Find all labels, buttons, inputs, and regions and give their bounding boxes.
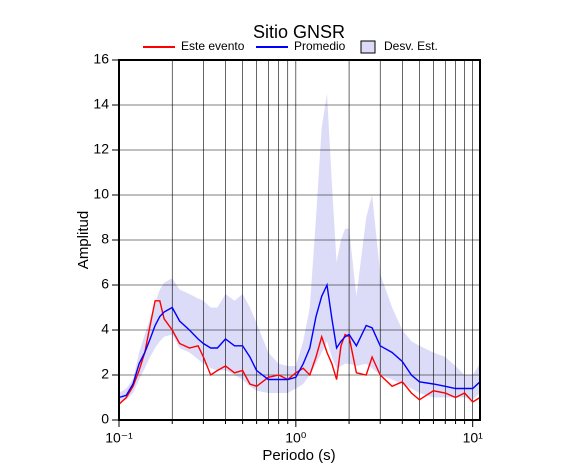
y-tick-label: 0 xyxy=(101,411,109,427)
x-axis-label: Periodo (s) xyxy=(262,447,335,464)
x-tick-label: 10¹ xyxy=(463,430,484,446)
std-band xyxy=(119,93,480,403)
legend-label: Este evento xyxy=(181,39,245,53)
y-tick-label: 12 xyxy=(93,141,109,157)
legend-label: Promedio xyxy=(294,39,346,53)
chart-title: Sitio GNSR xyxy=(253,22,345,42)
y-tick-label: 14 xyxy=(93,96,109,112)
y-tick-label: 4 xyxy=(101,321,109,337)
legend-label: Desv. Est. xyxy=(384,39,438,53)
plot-frame xyxy=(118,59,481,421)
x-tick-label: 10⁰ xyxy=(285,430,307,446)
y-tick-label: 10 xyxy=(93,186,109,202)
y-tick-label: 8 xyxy=(101,231,109,247)
series-line xyxy=(118,300,481,405)
y-axis-label: Amplitud xyxy=(75,211,92,269)
legend-patch xyxy=(360,40,376,54)
x-tick-label: 10⁻¹ xyxy=(105,430,133,446)
y-tick-label: 16 xyxy=(93,51,109,67)
y-tick-label: 2 xyxy=(101,366,109,382)
series-line xyxy=(118,282,481,399)
y-tick-label: 6 xyxy=(101,276,109,292)
